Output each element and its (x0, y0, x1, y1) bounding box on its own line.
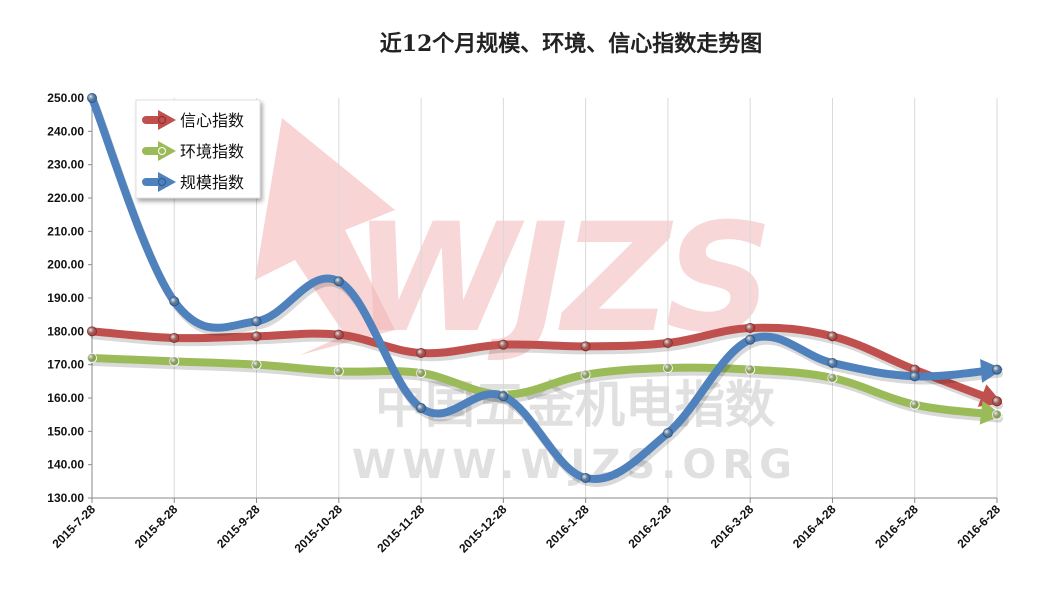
series-3 (87, 93, 1003, 487)
legend-item: 规模指数 (142, 172, 244, 192)
series-1 (87, 323, 1003, 410)
data-point-highlight (663, 338, 673, 348)
y-axis-ticks: 130.00 140.00 150.00 160.00 170.00 180.00 190.… (47, 91, 92, 505)
legend-arrow-icon (158, 172, 176, 192)
data-point-highlight (992, 365, 1002, 375)
data-point-highlight (87, 326, 97, 336)
data-point-highlight (663, 428, 673, 438)
x-tick-label: 2016-5-28 (872, 502, 921, 551)
data-point-highlight (334, 330, 344, 340)
series-arrowhead (980, 358, 1003, 383)
data-point-highlight (416, 403, 426, 413)
series-layer (87, 93, 1003, 487)
legend-arrow-icon (158, 110, 176, 130)
legend-label: 信心指数 (180, 111, 244, 130)
y-tick-label: 220.00 (47, 191, 84, 205)
series-2 (87, 353, 1003, 425)
y-tick-label: 210.00 (47, 224, 84, 238)
chart-title: 近12个月规模、环境、信心指数走势图 (380, 31, 763, 57)
data-point-highlight (827, 373, 837, 383)
y-tick-label: 240.00 (47, 124, 84, 138)
data-point-highlight (416, 348, 426, 358)
x-tick-label: 2015-11-28 (374, 502, 427, 555)
data-point-highlight (252, 331, 262, 341)
data-point-highlight (334, 366, 344, 376)
series-line (88, 323, 1001, 406)
data-point-highlight (252, 360, 262, 370)
legend-label: 规模指数 (180, 173, 244, 192)
data-point-highlight (169, 356, 179, 366)
data-point-highlight (252, 316, 262, 326)
data-point-highlight (169, 296, 179, 306)
legend-item: 信心指数 (142, 110, 244, 130)
y-tick-label: 150.00 (47, 424, 84, 438)
data-point-highlight (827, 331, 837, 341)
legend-arrow-icon (158, 141, 176, 161)
y-tick-label: 180.00 (47, 324, 84, 338)
data-point-highlight (581, 473, 591, 483)
y-tick-label: 200.00 (47, 258, 84, 272)
data-point-highlight (745, 365, 755, 375)
y-tick-label: 230.00 (47, 158, 84, 172)
data-point-highlight (992, 410, 1002, 420)
y-tick-label: 140.00 (47, 458, 84, 472)
legend-marker (158, 147, 166, 155)
y-tick-label: 190.00 (47, 291, 84, 305)
x-tick-label: 2016-1-28 (543, 502, 592, 551)
data-point-highlight (581, 341, 591, 351)
legend-marker (158, 178, 166, 186)
x-tick-label: 2016-6-28 (955, 502, 1004, 551)
y-tick-label: 160.00 (47, 391, 84, 405)
y-tick-label: 130.00 (47, 491, 84, 505)
series-line (88, 354, 1001, 419)
x-tick-label: 2015-12-28 (456, 502, 510, 556)
data-point-highlight (992, 396, 1002, 406)
data-point-highlight (745, 335, 755, 345)
data-point-highlight (334, 276, 344, 286)
data-point-highlight (663, 363, 673, 373)
legend-label: 环境指数 (180, 142, 244, 161)
data-point-highlight (498, 340, 508, 350)
legend-marker (158, 116, 166, 124)
x-tick-label: 2016-3-28 (708, 502, 757, 551)
x-tick-label: 2015-9-28 (214, 502, 263, 551)
y-tick-label: 170.00 (47, 358, 84, 372)
data-point-highlight (87, 353, 97, 363)
data-point-highlight (910, 400, 920, 410)
watermark-line2: WWW.WJZS.ORG (352, 442, 798, 488)
y-tick-label: 250.00 (47, 91, 84, 105)
data-point-highlight (581, 370, 591, 380)
data-point-highlight (498, 391, 508, 401)
data-point-highlight (416, 368, 426, 378)
x-tick-label: 2016-4-28 (790, 502, 839, 551)
data-point-highlight (910, 371, 920, 381)
x-tick-label: 2015-10-28 (292, 502, 346, 556)
data-point-highlight (827, 358, 837, 368)
x-axis-ticks: 2015-7-28 2015-8-28 2015-9-28 2015-10-28 201… (50, 498, 1004, 556)
watermark: WJZS 中国五金机电指数 WWW.WJZS.ORG (255, 118, 798, 488)
data-point-highlight (169, 333, 179, 343)
x-tick-label: 2015-7-28 (50, 502, 99, 551)
x-tick-label: 2016-2-28 (625, 502, 674, 551)
legend-item: 环境指数 (142, 141, 244, 161)
data-point-highlight (87, 93, 97, 103)
x-tick-label: 2015-8-28 (132, 502, 181, 551)
watermark-arrow-icon (255, 118, 395, 355)
series-arrowhead (979, 400, 1003, 425)
data-point-highlight (745, 323, 755, 333)
